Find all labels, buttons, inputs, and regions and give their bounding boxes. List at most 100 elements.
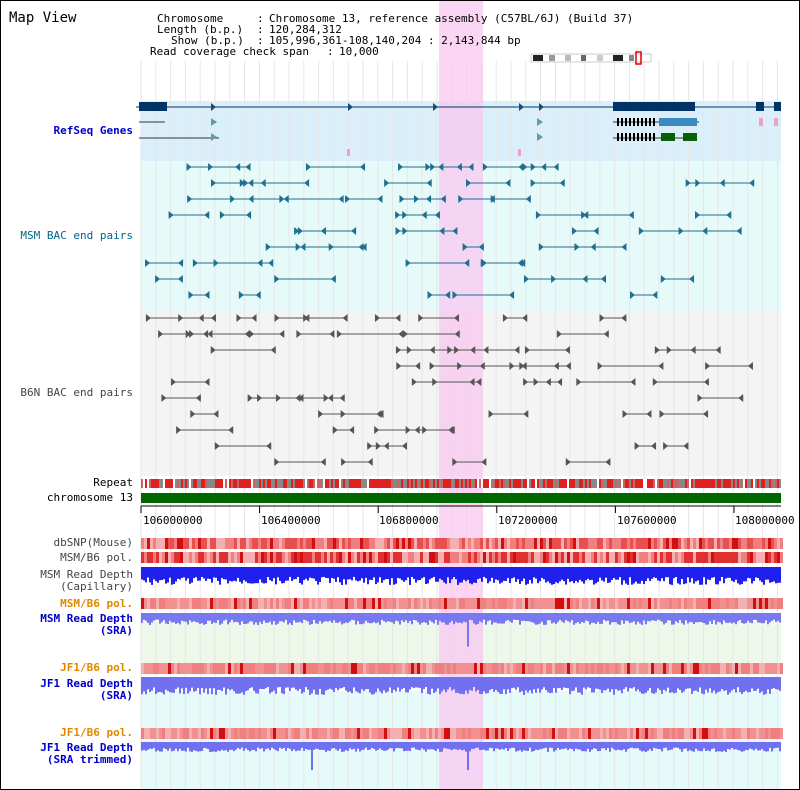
repeat-segment <box>177 479 179 488</box>
repeat-segment <box>573 479 575 488</box>
polymorphism-cell <box>144 538 147 549</box>
polymorphism-cell <box>324 598 327 609</box>
polymorphism-cell <box>567 728 570 739</box>
read-depth-bar <box>309 742 311 750</box>
polymorphism-cell <box>561 538 564 549</box>
msm-bac-label[interactable]: MSM BAC end pairs <box>20 229 133 242</box>
gene-exon <box>139 102 167 111</box>
read-depth-bar <box>587 567 589 579</box>
read-depth-bar <box>497 742 499 749</box>
repeat-segment <box>327 479 329 488</box>
read-depth-bar <box>249 742 251 752</box>
read-depth-bar <box>599 567 601 578</box>
repeat-segment <box>291 479 293 488</box>
read-depth-bar <box>569 677 571 695</box>
polymorphism-cell <box>756 728 759 739</box>
read-depth-bar <box>435 567 437 582</box>
read-depth-bar <box>611 567 613 580</box>
read-depth-bar <box>633 567 635 584</box>
read-depth-bar <box>597 613 599 622</box>
read-depth-bar <box>413 677 415 689</box>
read-depth-bar <box>399 677 401 692</box>
polymorphism-cell <box>657 728 660 739</box>
polymorphism-cell <box>270 552 273 563</box>
polymorphism-cell <box>141 538 144 549</box>
polymorphism-cell <box>150 538 153 549</box>
polymorphism-cell <box>705 538 708 549</box>
polymorphism-cell <box>681 538 684 549</box>
read-depth-bar <box>405 613 407 621</box>
polymorphism-cell <box>189 663 192 674</box>
polymorphism-cell <box>147 538 150 549</box>
polymorphism-cell <box>759 598 762 609</box>
repeat-segment <box>173 479 175 488</box>
repeat-segment <box>749 479 751 488</box>
repeat-segment <box>225 479 227 488</box>
repeat-segment <box>383 479 385 488</box>
read-depth-bar <box>513 567 515 578</box>
polymorphism-cell <box>273 598 276 609</box>
refseq-genes-label[interactable]: RefSeq Genes <box>53 124 133 137</box>
jf1-read-depth-trimmed-label[interactable]: JF1 Read Depth <box>40 741 133 754</box>
read-depth-bar <box>641 677 643 694</box>
bac-end-marker <box>274 275 280 283</box>
read-depth-bar <box>335 567 337 582</box>
jf1-read-depth-sra-label[interactable]: JF1 Read Depth <box>40 677 133 690</box>
read-depth-bar <box>149 742 151 749</box>
read-depth-bar <box>753 613 755 620</box>
repeat-segment <box>171 479 173 488</box>
read-depth-bar <box>645 677 647 693</box>
polymorphism-cell <box>516 538 519 549</box>
read-depth-bar <box>235 742 237 750</box>
read-depth-bar <box>517 613 519 621</box>
msm-read-depth-capillary-label[interactable]: MSM Read Depth <box>40 568 133 581</box>
read-depth-bar <box>143 742 145 750</box>
read-depth-bar <box>247 613 249 624</box>
read-depth-bar <box>333 567 335 579</box>
read-depth-bar <box>651 567 653 579</box>
read-depth-bar <box>241 742 243 748</box>
polymorphism-cell <box>780 538 783 549</box>
read-depth-bar <box>551 613 553 624</box>
polymorphism-cell <box>687 552 690 563</box>
repeat-segment <box>333 479 335 488</box>
polymorphism-cell <box>207 538 210 549</box>
repeat-segment <box>459 479 461 488</box>
read-depth-bar <box>399 567 401 579</box>
polymorphism-cell <box>348 728 351 739</box>
dbsnp-label[interactable]: dbSNP(Mouse) <box>53 536 133 549</box>
read-depth-bar <box>643 677 645 694</box>
polymorphism-cell <box>528 598 531 609</box>
msm-b6-pol-label[interactable]: MSM/B6 pol. <box>60 551 133 564</box>
repeat-segment <box>453 479 455 488</box>
read-depth-bar <box>235 613 237 622</box>
read-depth-bar <box>595 613 597 625</box>
b6n-bac-label[interactable]: B6N BAC end pairs <box>20 386 133 399</box>
polymorphism-cell <box>237 663 240 674</box>
read-depth-bar <box>285 677 287 688</box>
msm-read-depth-sra-label[interactable]: MSM Read Depth <box>40 612 133 625</box>
polymorphism-cell <box>396 728 399 739</box>
read-depth-bar <box>557 742 559 748</box>
read-depth-bar <box>651 677 653 694</box>
read-depth-bar <box>223 677 225 688</box>
read-depth-bar <box>657 613 659 620</box>
read-depth-bar <box>209 742 211 752</box>
jf1-b6-pol-label[interactable]: JF1/B6 pol. <box>60 661 133 674</box>
gene-arrow <box>211 118 217 126</box>
repeat-segment <box>411 479 413 488</box>
polymorphism-cell <box>462 663 465 674</box>
repeat-segment <box>537 479 539 488</box>
polymorphism-cell <box>261 598 264 609</box>
read-depth-bar <box>369 567 371 580</box>
read-depth-bar <box>197 567 199 581</box>
polymorphism-cell <box>438 728 441 739</box>
repeat-segment <box>563 479 565 488</box>
jf1-b6-pol-trimmed-label[interactable]: JF1/B6 pol. <box>60 726 133 739</box>
repeat-segment <box>657 479 659 488</box>
msm-b6-pol-sra-label[interactable]: MSM/B6 pol. <box>60 597 133 610</box>
polymorphism-cell <box>273 552 276 563</box>
read-depth-bar <box>597 567 599 582</box>
polymorphism-cell <box>417 663 420 674</box>
polymorphism-cell <box>390 552 393 563</box>
